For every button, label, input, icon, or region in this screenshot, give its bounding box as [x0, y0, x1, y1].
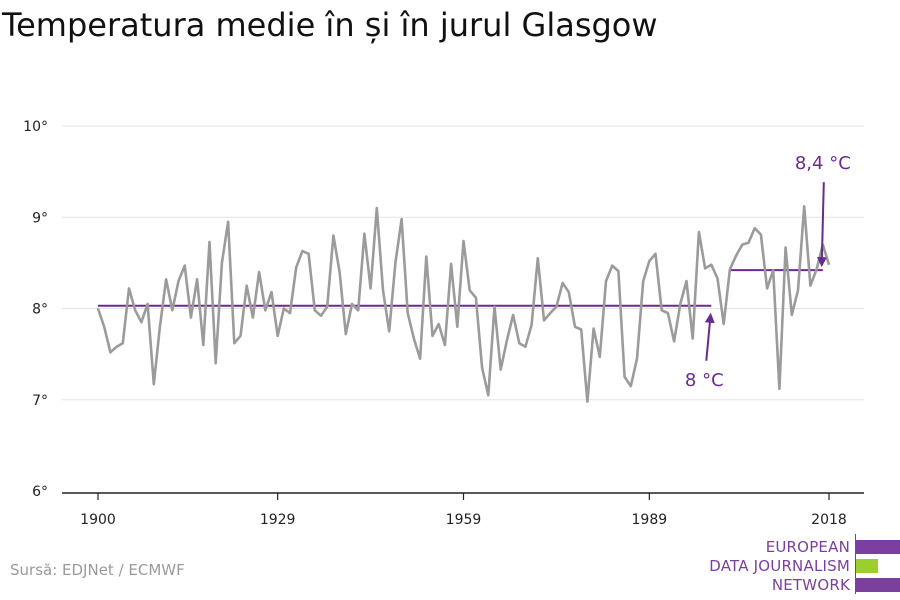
series-line-1: [96, 205, 831, 403]
x-axis: 1900 1929 1959 1989 2018: [62, 492, 864, 528]
annotation-arrow-2: [816, 182, 827, 268]
chart-title: Temperatura medie în și în jurul Glasgow: [2, 6, 658, 44]
y-tick-label-8: 8°: [32, 302, 48, 318]
logo-bar-purple-bottom: [856, 578, 900, 592]
temperature-series: [96, 205, 831, 403]
annotation-label-1: 8 °C: [685, 370, 724, 391]
source-note: Sursă: EDJNet / ECMWF: [10, 561, 185, 579]
logo-bar-green: [856, 559, 878, 573]
logo-line-3: NETWORK: [771, 576, 850, 594]
y-axis-ticks: 6° 7° 8° 9° 10°: [23, 119, 48, 500]
annotation-arrow-1: [704, 312, 715, 361]
gridlines: [62, 125, 864, 401]
logo-line-1: EUROPEAN: [765, 538, 850, 556]
logo-bar-purple-top: [856, 540, 900, 554]
edjnet-logo: EUROPEAN DATA JOURNALISM NETWORK: [700, 534, 900, 596]
logo-divider: [855, 534, 856, 594]
y-tick-label-6: 6°: [32, 484, 48, 500]
y-tick-label-9: 9°: [32, 210, 48, 226]
x-tick-label-1929: 1929: [260, 512, 296, 528]
x-tick-label-1989: 1989: [632, 512, 668, 528]
x-tick-label-1900: 1900: [80, 512, 116, 528]
y-tick-label-10: 10°: [23, 119, 48, 135]
annotations: 8 °C 8,4 °C: [685, 153, 851, 391]
logo-line-2: DATA JOURNALISM: [709, 557, 850, 575]
x-tick-label-1959: 1959: [446, 512, 482, 528]
annotation-label-2: 8,4 °C: [795, 153, 851, 174]
y-tick-label-7: 7°: [32, 393, 48, 409]
x-tick-label-2018: 2018: [811, 512, 847, 528]
